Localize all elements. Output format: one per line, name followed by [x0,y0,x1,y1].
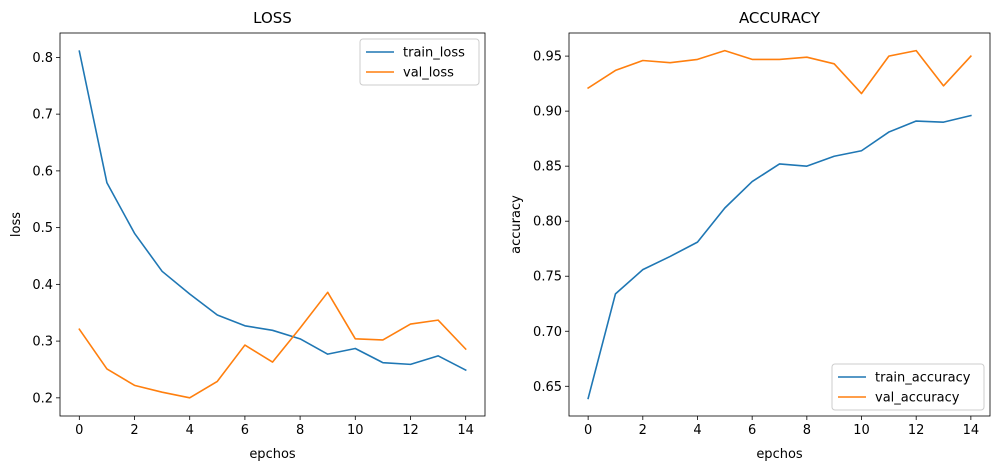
y-tick-label: 0.5 [32,221,53,236]
x-tick-label: 6 [748,423,756,438]
chart-panel-1: 0 2 4 6 8 10 12 14 0.2 0.3 0.4 0.5 0.6 0.7 0.8 LOSS epch… [9,9,486,462]
legend-label: val_loss [403,66,454,81]
x-tick-label: 6 [241,423,249,438]
y-tick-label: 0.7 [32,108,53,123]
x-tick-label: 2 [130,423,138,438]
y-tick-label: 0.95 [533,50,562,65]
series-line-val_accuracy [587,49,972,95]
legend-label: val_accuracy [875,391,960,406]
axes-frame [568,32,991,417]
y-tick-label: 0.90 [533,105,562,120]
y-tick-label: 0.65 [533,380,562,395]
x-tick-label: 12 [402,423,419,438]
x-axis-label: epchos [756,447,803,462]
y-tick-label: 0.3 [32,335,53,350]
y-tick-label: 0.6 [32,164,53,179]
y-tick-label: 0.80 [533,215,562,230]
axes-frame [59,32,486,417]
x-tick-label: 0 [75,423,83,438]
y-tick-label: 0.70 [533,325,562,340]
series-line-train_loss [78,50,467,372]
x-tick-label: 14 [457,423,474,438]
x-axis-label: epchos [249,447,296,462]
chart-title: ACCURACY [739,9,821,27]
legend-label: train_loss [403,46,465,61]
y-axis-label: loss [9,212,24,237]
y-axis-label: accuracy [509,195,524,254]
y-tick-label: 0.75 [533,270,562,285]
x-tick-label: 8 [296,423,304,438]
x-tick-label: 4 [186,423,194,438]
legend: train_loss val_loss [359,38,480,86]
x-tick-label: 8 [803,423,811,438]
x-tick-label: 10 [347,423,364,438]
x-tick-label: 4 [693,423,701,438]
x-tick-label: 2 [639,423,647,438]
y-tick-label: 0.2 [32,391,53,406]
legend-box [831,363,985,411]
y-tick-label: 0.85 [533,160,562,175]
legend-box [359,38,480,86]
series-line-val_loss [78,291,467,399]
legend: train_accuracy val_accuracy [831,363,985,411]
chart-panel-2: 0 2 4 6 8 10 12 14 0.65 0.70 0.75 0.80 0.85 0.90 0.95 A… [509,9,991,462]
legend-label: train_accuracy [875,371,971,386]
x-tick-label: 14 [963,423,980,438]
y-tick-label: 0.8 [32,51,53,66]
x-tick-label: 10 [853,423,870,438]
x-tick-label: 0 [584,423,592,438]
y-tick-label: 0.4 [32,278,53,293]
x-tick-label: 12 [908,423,925,438]
series-line-train_accuracy [587,114,972,400]
chart-title: LOSS [253,9,292,27]
